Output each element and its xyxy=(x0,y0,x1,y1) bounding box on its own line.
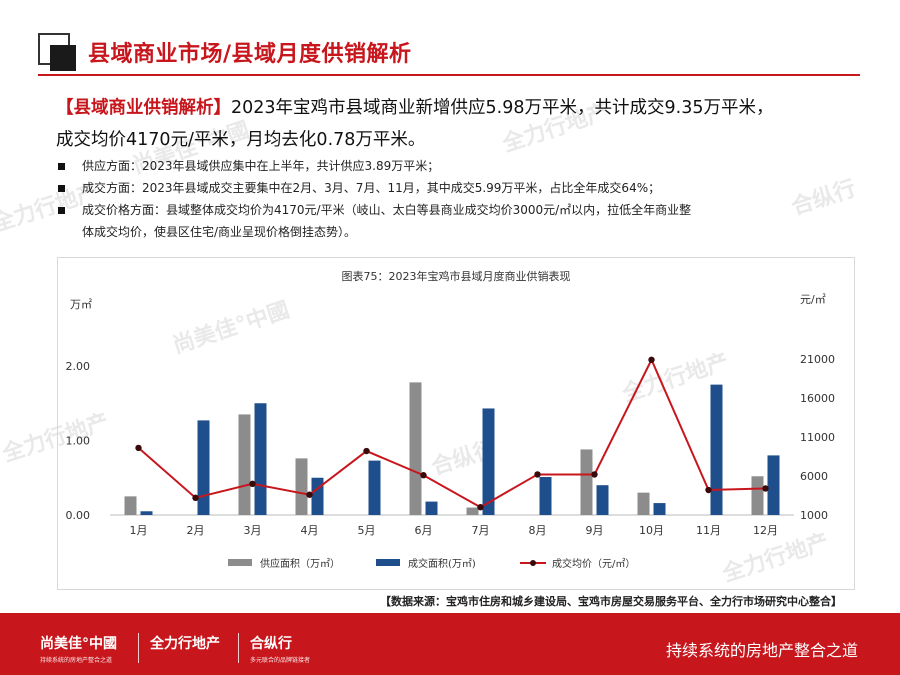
brand-3-tagline: 多元联合的品牌链接者 xyxy=(250,657,311,664)
data-source-note: 【数据来源：宝鸡市住房和城乡建设局、宝鸡市房屋交易服务平台、全力行市场研究中心整… xyxy=(380,595,842,608)
legend-line-marker xyxy=(530,560,536,566)
brand-2-name: 全力行地产 xyxy=(150,636,220,652)
supply-bar xyxy=(295,458,308,515)
x-axis-tick-label: 3月 xyxy=(244,524,262,537)
avg-price-point xyxy=(762,485,769,492)
footer-bar: 尚美佳°中國 持续系统的房地产整合之道 全力行地产 合纵行 多元联合的品牌链接者… xyxy=(0,613,900,675)
avg-price-point xyxy=(648,356,655,363)
x-axis-tick-label: 4月 xyxy=(301,524,319,537)
transaction-bar xyxy=(425,501,438,515)
left-axis-tick-label: 2.00 xyxy=(66,360,91,373)
right-axis-tick-label: 16000 xyxy=(800,392,835,405)
bullet-text: 体成交均价，使县区住宅/商业呈现价格倒挂态势）。 xyxy=(82,225,357,239)
avg-price-point xyxy=(534,471,541,478)
x-axis-tick-label: 12月 xyxy=(753,524,778,537)
legend-label: 成交面积(万㎡) xyxy=(408,557,476,570)
right-axis-unit: 元/㎡ xyxy=(800,293,826,306)
avg-price-point xyxy=(363,447,370,455)
bullet-text: 成交方面：2023年县域成交主要集中在2月、3月、7月、11月，其中成交5.99… xyxy=(82,181,661,195)
transaction-bar xyxy=(197,420,210,515)
transaction-bar xyxy=(482,408,495,515)
transaction-bar xyxy=(767,455,780,515)
x-axis-tick-label: 9月 xyxy=(586,524,604,537)
footer-divider xyxy=(138,633,139,663)
left-axis-tick-label: 1.00 xyxy=(66,435,91,448)
x-axis-tick-label: 8月 xyxy=(529,524,547,537)
right-axis-tick-label: 6000 xyxy=(800,470,828,483)
supply-bar xyxy=(238,414,251,515)
bullet-square-icon xyxy=(58,163,65,170)
bullet-text: 成交价格方面：县域整体成交均价为4170元/平米（岐山、太白等县商业成交均价30… xyxy=(82,203,692,217)
left-axis-tick-label: 0.00 xyxy=(66,509,91,522)
avg-price-point xyxy=(192,494,199,502)
x-axis-tick-label: 2月 xyxy=(187,524,205,537)
page-title: 县域商业市场/县域月度供销解析 xyxy=(88,42,412,67)
supply-bar xyxy=(751,476,764,515)
avg-price-point xyxy=(477,504,484,511)
brand-1-tagline: 持续系统的房地产整合之道 xyxy=(40,657,113,664)
bullet-item: 成交方面：2023年县域成交主要集中在2月、3月、7月、11月，其中成交5.99… xyxy=(56,177,856,199)
summary-tag: 【县域商业供销解析】 xyxy=(56,98,231,118)
legend-label: 成交均价（元/㎡） xyxy=(552,557,635,570)
bullet-list: 供应方面：2023年县域供应集中在上半年，共计供应3.89万平米； 成交方面：2… xyxy=(56,155,856,243)
transaction-bar xyxy=(539,477,552,515)
summary-line-1: 2023年宝鸡市县域商业新增供应5.98万平米，共计成交9.35万平米， xyxy=(231,98,774,118)
legend-swatch xyxy=(376,559,400,566)
supply-bar xyxy=(466,507,479,515)
right-axis-tick-label: 21000 xyxy=(800,353,835,366)
brand-3-name: 合纵行 xyxy=(250,636,292,652)
transaction-bar xyxy=(254,403,267,515)
bullet-item: 成交价格方面：县域整体成交均价为4170元/平米（岐山、太白等县商业成交均价30… xyxy=(56,199,856,221)
bullet-square-icon xyxy=(58,185,65,192)
avg-price-point xyxy=(135,444,142,452)
supply-bar xyxy=(580,449,593,515)
supply-bar xyxy=(409,382,422,515)
right-axis-tick-label: 11000 xyxy=(800,431,835,444)
x-axis-tick-label: 1月 xyxy=(130,524,148,537)
footer-slogan: 持续系统的房地产整合之道 xyxy=(665,641,858,660)
avg-price-point xyxy=(705,486,712,494)
transaction-bar xyxy=(140,511,153,515)
avg-price-point xyxy=(420,472,427,479)
avg-price-point xyxy=(591,471,598,478)
x-axis-tick-label: 7月 xyxy=(472,524,490,537)
x-axis-tick-label: 6月 xyxy=(415,524,433,537)
avg-price-line xyxy=(137,357,766,509)
transaction-bar xyxy=(710,384,723,515)
supply-bar xyxy=(124,496,137,515)
summary-line-2: 成交均价4170元/平米，月均去化0.78万平米。 xyxy=(56,130,426,150)
chart-frame: 图表75：2023年宝鸡市县域月度商业供销表现万㎡ 元/㎡ 0.00 1.00 2.00… xyxy=(57,257,855,590)
avg-price-point xyxy=(249,480,256,487)
legend-label: 供应面积（万㎡） xyxy=(260,557,340,570)
avg-price-point xyxy=(306,491,313,498)
x-axis-tick-label: 10月 xyxy=(639,524,664,537)
summary-paragraph: 【县域商业供销解析】2023年宝鸡市县域商业新增供应5.98万平米，共计成交9.… xyxy=(56,92,856,156)
bullet-item: 供应方面：2023年县域供应集中在上半年，共计供应3.89万平米； xyxy=(56,155,856,177)
transaction-bar xyxy=(368,460,381,515)
bullet-square-icon xyxy=(58,207,65,214)
left-axis-unit: 万㎡ xyxy=(70,298,92,311)
bullet-item-continued: 体成交均价，使县区住宅/商业呈现价格倒挂态势）。 xyxy=(56,221,856,243)
header-logo-block xyxy=(50,45,76,71)
title-divider xyxy=(38,74,860,76)
legend-swatch xyxy=(228,559,252,566)
right-axis-tick-label: 1000 xyxy=(800,509,828,522)
footer-divider xyxy=(238,633,239,663)
transaction-bar xyxy=(311,477,324,515)
transaction-bar xyxy=(596,485,609,515)
bullet-text: 供应方面：2023年县域供应集中在上半年，共计供应3.89万平米； xyxy=(82,159,440,173)
supply-bar xyxy=(637,492,650,515)
x-axis-tick-label: 11月 xyxy=(696,524,721,537)
x-axis-tick-label: 5月 xyxy=(358,524,376,537)
transaction-bar xyxy=(653,503,666,515)
brand-1-name: 尚美佳°中國 xyxy=(40,636,117,652)
chart-title: 图表75：2023年宝鸡市县域月度商业供销表现 xyxy=(342,269,571,283)
